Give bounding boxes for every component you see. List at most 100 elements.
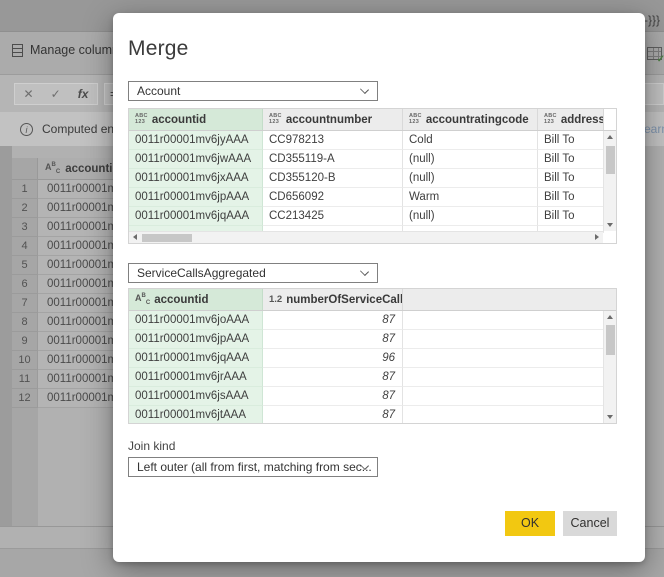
scroll-down-icon[interactable]: [607, 415, 613, 419]
first-query-dropdown[interactable]: Account: [128, 81, 378, 101]
table-cell[interactable]: 0011r00001mv6jpAAA: [129, 188, 263, 207]
table-cell[interactable]: 96: [263, 349, 403, 368]
table-cell[interactable]: (null): [403, 207, 538, 226]
info-message: Computed enti: [42, 122, 121, 136]
table-cell[interactable]: 0011r00001mv6jtAAA: [129, 406, 263, 423]
table-row: 0011r00001mv6jrAAA 87: [129, 368, 616, 387]
chevron-down-icon: [359, 84, 370, 95]
table-cell[interactable]: 0011r00001mv6jsAAA: [129, 387, 263, 406]
table-cell[interactable]: 0011r00001mv6jqAAA: [129, 207, 263, 226]
row-number: 7: [12, 294, 38, 313]
scroll-right-icon[interactable]: [595, 234, 599, 240]
queries-pane-edge: [0, 146, 12, 526]
table-cell[interactable]: 0011r00001mv6jpAAA: [129, 330, 263, 349]
table-cell[interactable]: 0011r00001mv6joAAA: [129, 311, 263, 330]
table-row: 0011r00001mv6jpAAA CD656092 Warm Bill To: [129, 188, 616, 207]
table-cell[interactable]: CC213425: [263, 207, 403, 226]
table-cell[interactable]: 0011r00001mv6jxAAA: [129, 169, 263, 188]
second-query-dropdown[interactable]: ServiceCallsAggregated: [128, 263, 378, 283]
column-header[interactable]: ABC 123 accountid: [129, 109, 263, 130]
row-number: 1: [12, 180, 38, 199]
table-row: 0011r00001mv6jyAAA CC978213 Cold Bill To: [129, 131, 616, 150]
table-cell[interactable]: 0011r00001mv6jyAAA: [129, 131, 263, 150]
first-table-vertical-scrollbar[interactable]: [603, 131, 616, 231]
horizontal-scroll-thumb[interactable]: [142, 234, 192, 242]
vertical-scroll-thumb[interactable]: [606, 146, 615, 174]
second-table: ABC accountid 1.2 numberOfServiceCalls 0011…: [128, 288, 617, 424]
table-cell[interactable]: Bill To: [538, 169, 604, 188]
table-cell[interactable]: (null): [403, 169, 538, 188]
table-cell[interactable]: CD355119-A: [263, 150, 403, 169]
join-kind-label: Join kind: [128, 439, 176, 453]
row-number: 6: [12, 275, 38, 294]
table-cell[interactable]: Bill To: [538, 188, 604, 207]
formula-text-fragment: -}}}: [644, 13, 661, 27]
vertical-scroll-thumb[interactable]: [606, 325, 615, 355]
table-cell-empty: [403, 387, 616, 406]
table-cell-empty: [403, 330, 616, 349]
table-cell[interactable]: 87: [263, 368, 403, 387]
table-cell[interactable]: 87: [263, 406, 403, 423]
table-check-icon: [647, 47, 664, 65]
table-cell-empty: [403, 406, 616, 423]
column-header[interactable]: 1.2 numberOfServiceCalls: [263, 289, 403, 310]
scroll-up-icon[interactable]: [607, 135, 613, 139]
table-cell[interactable]: 0011r00001mv6jqAAA: [129, 349, 263, 368]
row-number: 3: [12, 218, 38, 237]
table-cell[interactable]: CC978213: [263, 131, 403, 150]
table-cell[interactable]: CD355120-B: [263, 169, 403, 188]
table-cell[interactable]: (null): [403, 150, 538, 169]
ribbon-group-label: Manage columns: [30, 43, 126, 57]
column-header[interactable]: ABC accountid: [129, 289, 263, 310]
scroll-down-icon[interactable]: [607, 223, 613, 227]
scroll-left-icon[interactable]: [133, 234, 137, 240]
row-number: 5: [12, 256, 38, 275]
fx-icon: fx: [77, 87, 89, 101]
row-number: 2: [12, 199, 38, 218]
dialog-title: Merge: [128, 37, 189, 60]
table-cell[interactable]: Cold: [403, 131, 538, 150]
table-cell[interactable]: Warm: [403, 188, 538, 207]
table-row: 0011r00001mv6jwAAA CD355119-A (null) Bill T…: [129, 150, 616, 169]
column-type-text-icon: ABC: [135, 293, 151, 306]
cancel-button[interactable]: Cancel: [563, 511, 617, 536]
table-cell-empty: [403, 311, 616, 330]
table-row: 0011r00001mv6jsAAA 87: [129, 387, 616, 406]
table-cell[interactable]: Bill To: [538, 150, 604, 169]
join-kind-dropdown[interactable]: Left outer (all from first, matching fro…: [128, 457, 378, 477]
row-number: 10: [12, 351, 38, 370]
discard-formula-icon: ✕: [23, 87, 34, 101]
column-type-abc123-icon: ABC 123: [544, 113, 557, 125]
column-header[interactable]: ABC 123 accountnumber: [263, 109, 403, 130]
manage-columns-icon: [12, 43, 23, 57]
table-row: 0011r00001mv6jxAAA CD355120-B (null) Bill T…: [129, 169, 616, 188]
first-table: ABC 123 accountid ABC 123 accountnumber ABC 123…: [128, 108, 617, 244]
column-type-abc123-icon: ABC 123: [409, 113, 422, 125]
table-cell[interactable]: 87: [263, 387, 403, 406]
table-cell[interactable]: Bill To: [538, 207, 604, 226]
table-cell[interactable]: 0011r00001mv6jwAAA: [129, 150, 263, 169]
table-row: 0011r00001mv6jqAAA 96: [129, 349, 616, 368]
table-cell[interactable]: 87: [263, 330, 403, 349]
column-header[interactable]: ABC 123 accountratingcode: [403, 109, 538, 130]
ok-button[interactable]: OK: [505, 511, 555, 536]
table-cell[interactable]: 0011r00001mv6jrAAA: [129, 368, 263, 387]
column-header[interactable]: ABC123address1_addr: [538, 109, 604, 130]
info-icon: i: [20, 122, 33, 136]
merge-dialog: Merge Account ABC 123 accountid ABC 123 accou…: [113, 13, 645, 562]
second-table-vertical-scrollbar[interactable]: [603, 311, 616, 423]
first-table-horizontal-scrollbar[interactable]: [129, 231, 603, 243]
table-cell-empty: [403, 349, 616, 368]
table-cell[interactable]: 87: [263, 311, 403, 330]
table-cell[interactable]: Bill To: [538, 131, 604, 150]
row-number: 9: [12, 332, 38, 351]
row-number: 11: [12, 370, 38, 389]
grid-empty-gutter: [12, 408, 38, 526]
column-type-number-icon: 1.2: [269, 294, 283, 305]
table-row: 0011r00001mv6jtAAA 87: [129, 406, 616, 423]
manage-columns-group: Manage columns: [12, 43, 125, 57]
row-number: 8: [12, 313, 38, 332]
scroll-up-icon[interactable]: [607, 315, 613, 319]
chevron-down-icon: [359, 266, 370, 277]
table-cell[interactable]: CD656092: [263, 188, 403, 207]
